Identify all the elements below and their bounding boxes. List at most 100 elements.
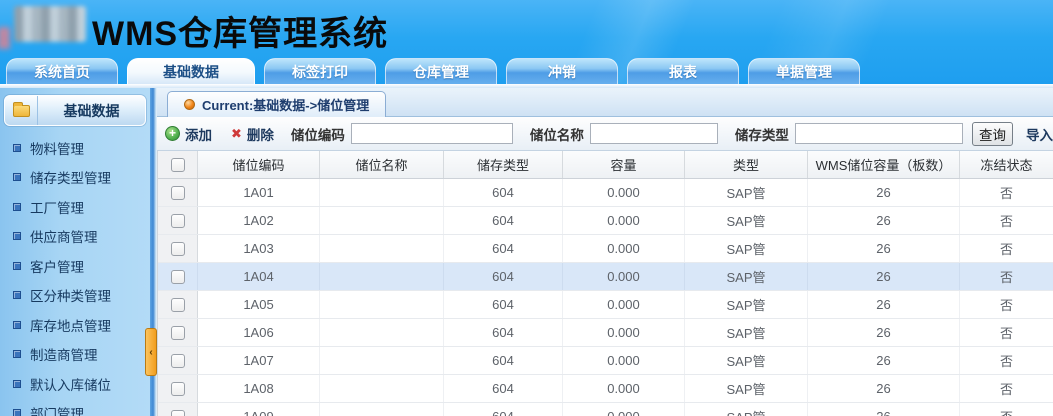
cell-capacity: 0.000 [563, 207, 685, 234]
add-button[interactable]: + 添加 [165, 124, 212, 144]
nav-tab[interactable]: 报表 [627, 58, 739, 84]
import-button[interactable]: 导入 [1026, 127, 1053, 143]
cell-storage-type: 604 [444, 179, 563, 206]
row-checkbox[interactable] [170, 409, 185, 416]
row-checkbox[interactable] [170, 353, 185, 368]
column-header-type[interactable]: 类型 [685, 151, 808, 178]
row-checkbox[interactable] [170, 269, 185, 284]
delete-x-icon: ✖ [231, 125, 242, 141]
row-select-cell [158, 235, 198, 262]
column-header-wms-capacity[interactable]: WMS储位容量（板数） [808, 151, 960, 178]
row-checkbox[interactable] [170, 325, 185, 340]
toolbar: + 添加 ✖ 删除 储位编码 储位名称 储存类型 查询 导入 [157, 117, 1053, 151]
nav-tab-label: 冲销 [548, 64, 576, 80]
cell-storage-type: 604 [444, 375, 563, 402]
table-row[interactable]: 1A07 604 0.000 SAP管 26 否 [158, 347, 1053, 375]
nav-tab[interactable]: 标签打印 [264, 58, 376, 84]
cell-location-code: 1A04 [198, 263, 320, 290]
cell-location-name [320, 375, 444, 402]
bullet-icon [13, 202, 21, 211]
cell-type: SAP管 [685, 207, 808, 234]
sidebar-menu-item[interactable]: 库存地点管理 [0, 310, 150, 340]
column-header-location-code[interactable]: 储位编码 [198, 151, 320, 178]
column-header-storage-type[interactable]: 储存类型 [444, 151, 563, 178]
row-checkbox[interactable] [170, 381, 185, 396]
cell-type: SAP管 [685, 347, 808, 374]
sidebar-menu-item[interactable]: 部门管理 [0, 399, 150, 416]
sidebar-menu-item[interactable]: 工厂管理 [0, 192, 150, 222]
cell-location-name [320, 347, 444, 374]
cell-capacity: 0.000 [563, 235, 685, 262]
cell-location-code: 1A09 [198, 403, 320, 416]
sidebar-menu-item[interactable]: 供应商管理 [0, 222, 150, 252]
sidebar-menu-item[interactable]: 客户管理 [0, 251, 150, 281]
cell-capacity: 0.000 [563, 291, 685, 318]
table-row[interactable]: 1A01 604 0.000 SAP管 26 否 [158, 179, 1053, 207]
sidebar-menu-item[interactable]: 默认入库储位 [0, 369, 150, 399]
cell-location-name [320, 319, 444, 346]
app-title: WMS仓库管理系统 [92, 15, 389, 53]
cell-capacity: 0.000 [563, 319, 685, 346]
table-row[interactable]: 1A09 604 0.000 SAP管 26 否 [158, 403, 1053, 416]
content-area: 基础数据 物料管理 储存类型管理 工厂管理 供应商管理 客户管理 区分种类管理 … [0, 88, 1053, 416]
cell-storage-type: 604 [444, 263, 563, 290]
storage-type-input[interactable] [794, 123, 963, 144]
sidebar-collapse-handle[interactable]: ‹ [145, 328, 157, 376]
column-header-frozen-status[interactable]: 冻结状态 [980, 158, 1033, 173]
nav-tab[interactable]: 系统首页 [6, 58, 118, 84]
cell-capacity: 0.000 [563, 375, 685, 402]
cell-frozen-status: 否 [999, 298, 1013, 313]
sidebar-menu-item[interactable]: 区分种类管理 [0, 281, 150, 311]
location-code-input[interactable] [350, 123, 513, 144]
row-select-cell [158, 375, 198, 402]
cell-type: SAP管 [685, 179, 808, 206]
table-row[interactable]: 1A03 604 0.000 SAP管 26 否 [158, 235, 1053, 263]
row-checkbox[interactable] [170, 213, 185, 228]
sidebar-menu-item-label: 物料管理 [30, 141, 84, 157]
sidebar-menu-item[interactable]: 物料管理 [0, 133, 150, 163]
table-row[interactable]: 1A08 604 0.000 SAP管 26 否 [158, 375, 1053, 403]
cell-frozen-status: 否 [999, 382, 1013, 397]
cell-capacity: 0.000 [563, 263, 685, 290]
top-banner: WMS仓库管理系统 系统首页 基础数据 标签打印 仓库管理 冲销 报表 单据管理 [0, 0, 1053, 84]
cell-capacity: 0.000 [563, 347, 685, 374]
row-checkbox[interactable] [170, 241, 185, 256]
nav-tab[interactable]: 单据管理 [748, 58, 860, 84]
query-button[interactable]: 查询 [971, 121, 1013, 146]
table-row[interactable]: 1A05 604 0.000 SAP管 26 否 [158, 291, 1053, 319]
row-select-cell [158, 179, 198, 206]
cell-location-name [320, 179, 444, 206]
cell-frozen-status: 否 [960, 263, 1053, 290]
row-checkbox[interactable] [170, 297, 185, 312]
nav-tab[interactable]: 仓库管理 [385, 58, 497, 84]
cell-storage-type: 604 [444, 235, 563, 262]
cell-type: SAP管 [685, 403, 808, 416]
cell-wms-capacity: 26 [808, 263, 960, 290]
table-row[interactable]: 1A02 604 0.000 SAP管 26 否 [158, 207, 1053, 235]
bullet-icon [13, 173, 21, 182]
cell-frozen-status: 否 [999, 326, 1013, 341]
sidebar-menu-item[interactable]: 储存类型管理 [0, 163, 150, 193]
sidebar-menu-item[interactable]: 制造商管理 [0, 340, 150, 370]
sidebar: 基础数据 物料管理 储存类型管理 工厂管理 供应商管理 客户管理 区分种类管理 … [0, 88, 150, 416]
location-name-input[interactable] [589, 123, 718, 144]
column-header-location-name[interactable]: 储位名称 [320, 151, 444, 178]
table-row[interactable]: 1A04 604 0.000 SAP管 26 否 [158, 263, 1053, 291]
sidebar-menu-item-label: 制造商管理 [30, 348, 98, 364]
cell-storage-type: 604 [444, 207, 563, 234]
sidebar-module-label: 基础数据 [63, 102, 120, 119]
nav-tab[interactable]: 冲销 [506, 58, 618, 84]
delete-button[interactable]: ✖ 删除 [231, 124, 274, 144]
location-code-label: 储位编码 [290, 127, 345, 143]
nav-tab[interactable]: 基础数据 [127, 58, 255, 84]
sidebar-module-header[interactable]: 基础数据 [4, 95, 146, 126]
row-checkbox[interactable] [170, 185, 185, 200]
column-header-capacity[interactable]: 容量 [563, 151, 685, 178]
table-row[interactable]: 1A06 604 0.000 SAP管 26 否 [158, 319, 1053, 347]
sidebar-menu-item-label: 库存地点管理 [30, 318, 111, 334]
tab-bar: 系统首页 基础数据 标签打印 仓库管理 冲销 报表 单据管理 [6, 58, 869, 84]
bullet-icon [13, 143, 21, 152]
select-all-checkbox[interactable] [170, 157, 185, 172]
header-divider [0, 84, 1053, 88]
sidebar-divider [150, 88, 157, 416]
